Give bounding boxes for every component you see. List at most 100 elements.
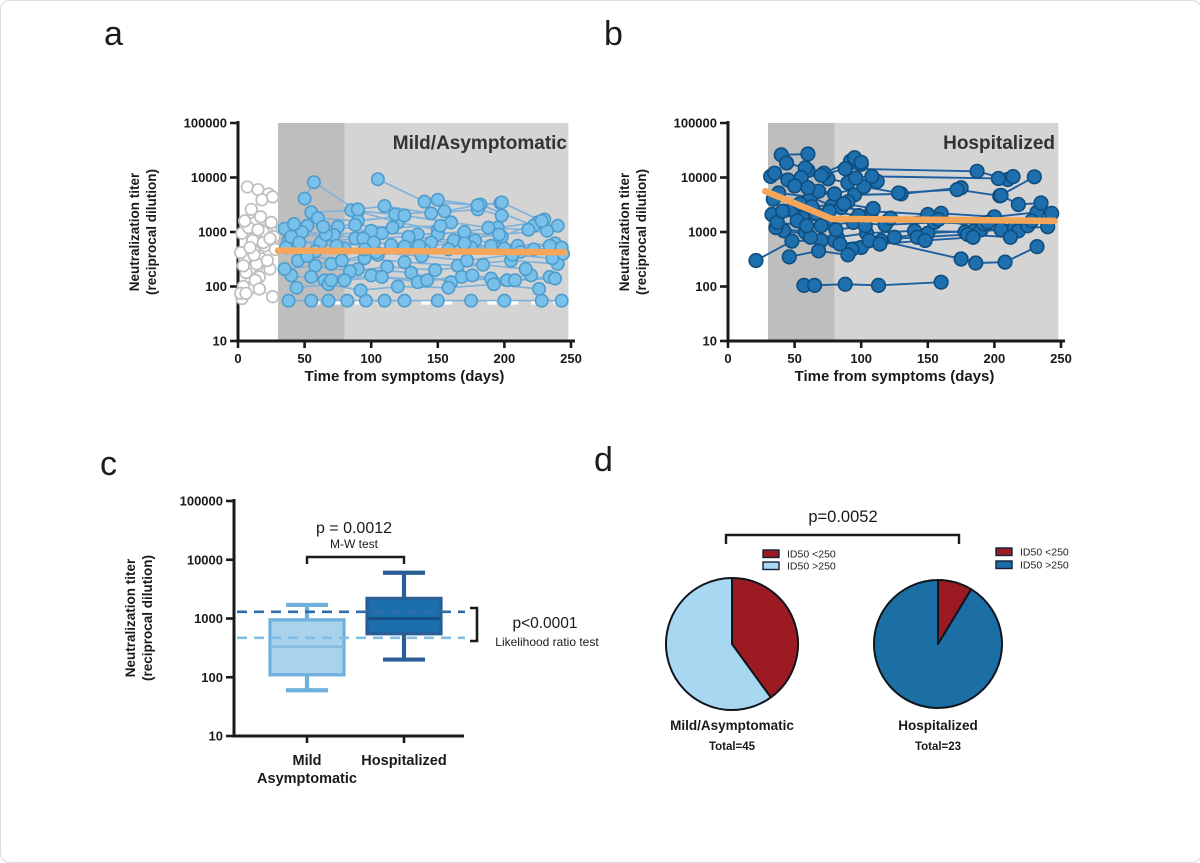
data-point <box>993 187 1009 203</box>
data-point <box>837 161 853 177</box>
y-tick-label: 100000 <box>180 494 223 509</box>
acute-data-point <box>253 210 268 224</box>
data-point <box>1033 195 1049 211</box>
test-name-label: M-W test <box>330 537 379 551</box>
data-point <box>404 265 419 280</box>
data-point <box>1005 168 1021 185</box>
x-tick-label: 200 <box>984 351 1006 366</box>
data-point <box>494 208 509 223</box>
data-point <box>433 218 448 233</box>
data-point <box>532 281 547 296</box>
data-point <box>277 261 292 276</box>
acute-data-point <box>252 282 266 296</box>
y-axis-title-line2: (reciprocal dilution) <box>634 169 649 295</box>
data-point <box>377 198 392 213</box>
data-point <box>508 273 523 288</box>
model-p-value-label: p<0.0001 <box>512 615 577 632</box>
data-point <box>1002 229 1018 245</box>
data-point <box>832 236 848 252</box>
data-point <box>476 257 491 272</box>
acute-data-point <box>251 223 265 237</box>
data-point <box>968 255 984 271</box>
data-point <box>292 235 307 250</box>
x-tick-label: 200 <box>494 351 516 366</box>
data-point <box>428 263 443 278</box>
x-axis-title: Time from symptoms (days) <box>305 368 505 385</box>
x-tick-label: 250 <box>1050 351 1072 366</box>
data-point <box>281 293 296 308</box>
category-label: Mild <box>293 753 322 769</box>
data-point <box>800 146 816 162</box>
data-point <box>424 206 439 221</box>
data-point <box>457 236 472 251</box>
pie-slice <box>665 577 772 711</box>
legend-label: ID50 >250 <box>787 561 836 573</box>
data-point <box>534 213 549 228</box>
acute-data-point <box>263 231 277 246</box>
panel-letter-c: c <box>100 445 117 483</box>
y-tick-label: 100 <box>201 670 223 685</box>
acute-data-point <box>260 253 274 268</box>
data-point <box>521 222 536 237</box>
x-axis-title: Time from symptoms (days) <box>795 368 995 385</box>
y-tick-label: 100000 <box>674 116 717 131</box>
data-point <box>374 269 389 284</box>
p-value-label: p=0.0052 <box>808 508 877 526</box>
data-point <box>348 217 363 232</box>
data-point <box>534 293 549 308</box>
data-point <box>420 273 435 288</box>
panel-title: Hospitalized <box>943 133 1055 154</box>
data-point <box>949 181 965 198</box>
pie-total-label: Total=23 <box>915 741 961 753</box>
data-point <box>781 249 797 265</box>
panel-letter-a: a <box>104 15 123 53</box>
data-point <box>836 196 852 212</box>
data-point <box>548 271 563 286</box>
data-point <box>286 217 301 232</box>
data-point <box>304 293 319 308</box>
x-tick-label: 50 <box>297 351 311 366</box>
y-tick-label: 10000 <box>187 552 223 567</box>
data-point <box>1010 196 1026 213</box>
data-point <box>853 154 869 170</box>
legend-swatch <box>762 561 780 571</box>
y-tick-label: 100000 <box>184 116 227 131</box>
comparison-bracket <box>305 555 406 564</box>
data-point <box>321 293 336 308</box>
data-point <box>864 168 880 184</box>
category-label: Hospitalized <box>361 753 446 769</box>
data-point <box>337 273 352 288</box>
data-point <box>810 243 827 259</box>
x-tick-label: 100 <box>360 351 382 366</box>
acute-data-point <box>255 193 269 207</box>
pie-title: Mild/Asymptomatic <box>670 718 794 733</box>
data-point <box>890 185 907 201</box>
legend-swatch <box>995 547 1013 557</box>
data-point <box>430 293 445 308</box>
data-point <box>806 277 823 293</box>
data-point <box>997 254 1013 270</box>
acute-data-point <box>238 214 252 228</box>
data-point <box>1029 238 1045 255</box>
x-tick-label: 50 <box>787 351 801 366</box>
subject-trajectory-line <box>437 198 543 222</box>
box <box>365 596 443 636</box>
legend-swatch <box>762 549 780 559</box>
x-tick-label: 250 <box>560 351 582 366</box>
data-point <box>390 279 405 294</box>
data-point <box>297 191 312 206</box>
trend-line <box>762 187 1058 225</box>
acute-data-point <box>236 259 250 273</box>
panel-b-chart: 10 100 1000 10000 100000 0 50 100 150 200 250 Time … <box>617 116 1072 386</box>
data-point <box>798 218 815 234</box>
data-point <box>397 255 412 270</box>
legend-label: ID50 <250 <box>787 549 836 561</box>
data-point <box>786 178 803 194</box>
data-point <box>464 293 479 308</box>
data-point <box>441 280 456 295</box>
data-point <box>497 293 512 308</box>
y-tick-label: 100 <box>205 279 227 294</box>
data-point <box>316 219 331 234</box>
